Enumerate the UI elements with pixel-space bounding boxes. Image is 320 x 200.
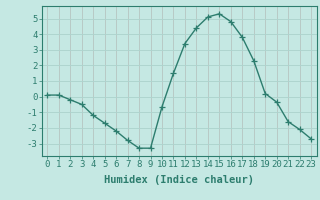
X-axis label: Humidex (Indice chaleur): Humidex (Indice chaleur) (104, 175, 254, 185)
